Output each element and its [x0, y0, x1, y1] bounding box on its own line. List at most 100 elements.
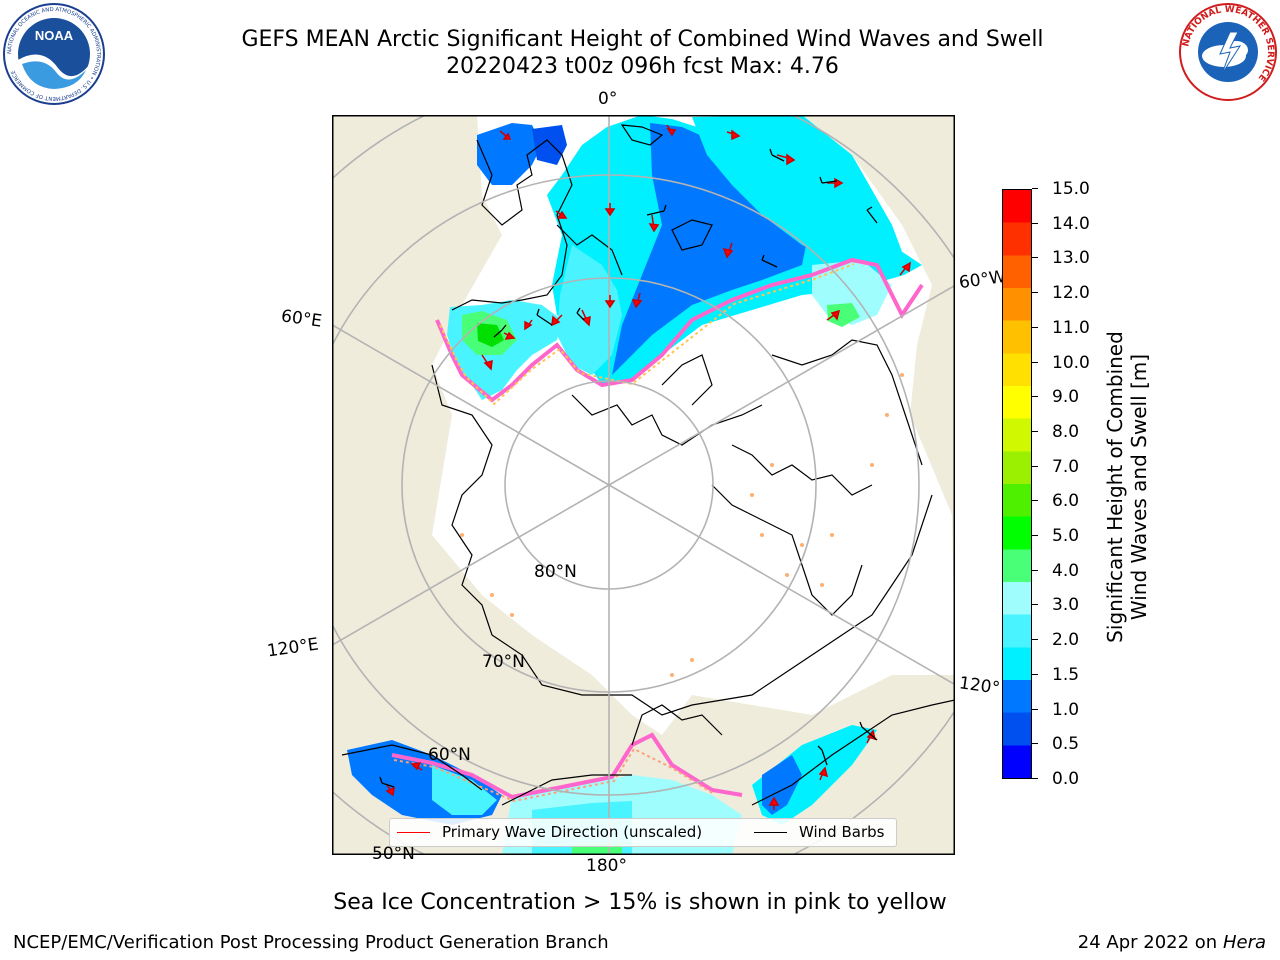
lat-label-80: 80°N — [534, 562, 577, 582]
lon-label-60w: 60°W — [957, 266, 1008, 294]
ice-edge-atlantic-yellow — [439, 263, 855, 406]
wave-field-labrador-sea — [692, 115, 907, 275]
noaa-logo-text: NOAA — [35, 28, 74, 43]
colorbar-tick-label: 0.5 — [1052, 734, 1080, 755]
wind-barb — [646, 204, 667, 216]
wind-barb — [817, 745, 828, 766]
legend-item-wind-barbs: Wind Barbs — [754, 823, 884, 841]
colorbar-tick-mark — [1032, 396, 1038, 398]
colorbar-tick-mark — [1032, 500, 1038, 502]
map-frame — [332, 115, 955, 855]
wave-arrow-head — [504, 331, 516, 340]
colorbar-tick: 0.0 — [1032, 769, 1112, 789]
wave-arrow-head — [631, 299, 643, 309]
colorbar-tick: 1.0 — [1032, 700, 1112, 720]
colorbar-tick-mark — [1032, 708, 1038, 710]
colorbar-tick: 9.0 — [1032, 387, 1112, 407]
colorbar-label-line1: Significant Height of Combined — [1103, 331, 1127, 643]
lon-label-180: 180° — [586, 856, 627, 876]
colorbar-tick-mark — [1032, 673, 1038, 675]
host-name: Hera — [1222, 932, 1266, 953]
lat-label-60: 60°N — [428, 745, 471, 765]
wind-barb — [866, 206, 878, 224]
wind-barb — [769, 148, 785, 162]
chart-subtitle: 20220423 t00z 096h fcst Max: 4.76 — [446, 54, 839, 79]
colorbar-tick-label: 5.0 — [1052, 526, 1080, 547]
legend-label-wave-direction: Primary Wave Direction (unscaled) — [442, 823, 703, 841]
wave-arrow-head — [483, 359, 493, 371]
lon-label-60e: 60°E — [279, 306, 324, 332]
wave-field-baltic — [532, 125, 567, 165]
colorbar-tick-label: 2.0 — [1052, 630, 1080, 651]
colorbar-tick-mark — [1032, 465, 1038, 467]
colorbar-tick-mark — [1032, 778, 1038, 779]
colorbar-tick: 8.0 — [1032, 422, 1112, 442]
colorbar-label-line2: Wind Waves and Swell [m] — [1127, 353, 1151, 621]
meridian-120e — [332, 484, 610, 647]
colorbar-tick-mark — [1032, 188, 1038, 189]
meridian-120w — [608, 484, 955, 686]
wave-arrow-head — [604, 208, 616, 217]
wave-arrow-head — [551, 315, 561, 327]
colorbar-tick-label: 10.0 — [1052, 352, 1090, 373]
wind-barb — [859, 721, 878, 741]
meridian-60e — [332, 323, 610, 486]
wave-arrow-head — [830, 309, 841, 321]
colorbar-tick: 6.0 — [1032, 491, 1112, 511]
wave-field-hudson — [827, 303, 860, 327]
colorbar-tick-mark — [1032, 743, 1038, 745]
wave-arrow-head — [722, 247, 734, 259]
lon-label-120w: 120° — [957, 673, 1002, 699]
colorbar-tick-mark — [1032, 361, 1038, 363]
colorbar-tick: 1.5 — [1032, 665, 1112, 685]
colorbar-tick: 14.0 — [1032, 214, 1112, 234]
colorbar-tick-label: 3.0 — [1052, 595, 1080, 616]
wave-field-barents-peak — [477, 323, 504, 347]
colorbar-tick: 13.0 — [1032, 248, 1112, 268]
colorbar-tick-mark — [1032, 430, 1038, 432]
colorbar — [1002, 189, 1032, 779]
colorbar-tick-label: 0.0 — [1052, 769, 1080, 789]
wave-arrow-head — [648, 223, 660, 233]
ice-edge-pacific — [391, 732, 743, 800]
wave-direction-arrows — [385, 124, 911, 810]
colorbar-tick: 11.0 — [1032, 318, 1112, 338]
wave-arrow-head — [502, 132, 512, 140]
wave-arrow-head — [581, 315, 591, 327]
wind-barb — [819, 176, 838, 184]
wave-arrow-head — [556, 210, 568, 219]
colorbar-tick-mark — [1032, 604, 1038, 606]
colorbar-tick: 0.5 — [1032, 734, 1112, 754]
date-value: 24 Apr 2022 on — [1077, 932, 1223, 953]
nws-logo: NATIONAL WEATHER SERVICE — [1179, 3, 1277, 101]
wave-arrow-head — [786, 153, 796, 166]
graticule — [332, 115, 955, 855]
colorbar-tick-mark — [1032, 222, 1038, 224]
colorbar-tick-mark — [1032, 257, 1038, 259]
colorbar-tick-mark — [1032, 639, 1038, 641]
date-text: 24 Apr 2022 on Hera — [1078, 932, 1266, 953]
colorbar-tick-label: 4.0 — [1052, 560, 1080, 581]
colorbar-tick-label: 8.0 — [1052, 421, 1080, 442]
wave-arrow-head — [731, 129, 741, 141]
colorbar-tick: 2.0 — [1032, 630, 1112, 650]
map-legend: Primary Wave Direction (unscaled) Wind B… — [389, 818, 897, 847]
sea-ice-footnote: Sea Ice Concentration > 15% is shown in … — [333, 890, 947, 915]
wind-barbs — [379, 148, 878, 788]
lon-label-120e: 120°E — [265, 634, 320, 662]
legend-swatch-wave-direction — [397, 832, 430, 833]
wind-barb — [379, 776, 395, 788]
wave-arrow-head — [901, 261, 911, 273]
ice-edge-dots — [460, 373, 904, 677]
wave-field-pacific-west-hi — [432, 765, 497, 815]
colorbar-tick: 3.0 — [1032, 595, 1112, 615]
colorbar-tick-mark — [1032, 535, 1038, 537]
coastlines — [341, 124, 955, 806]
wind-barb — [761, 254, 778, 268]
colorbar-tick-label: 7.0 — [1052, 456, 1080, 477]
arctic-map — [332, 115, 955, 855]
meridian-60w — [608, 284, 955, 486]
wave-arrow-head — [410, 762, 422, 771]
legend-swatch-wind-barbs — [754, 832, 787, 833]
wave-field-norway-coast — [477, 123, 542, 185]
